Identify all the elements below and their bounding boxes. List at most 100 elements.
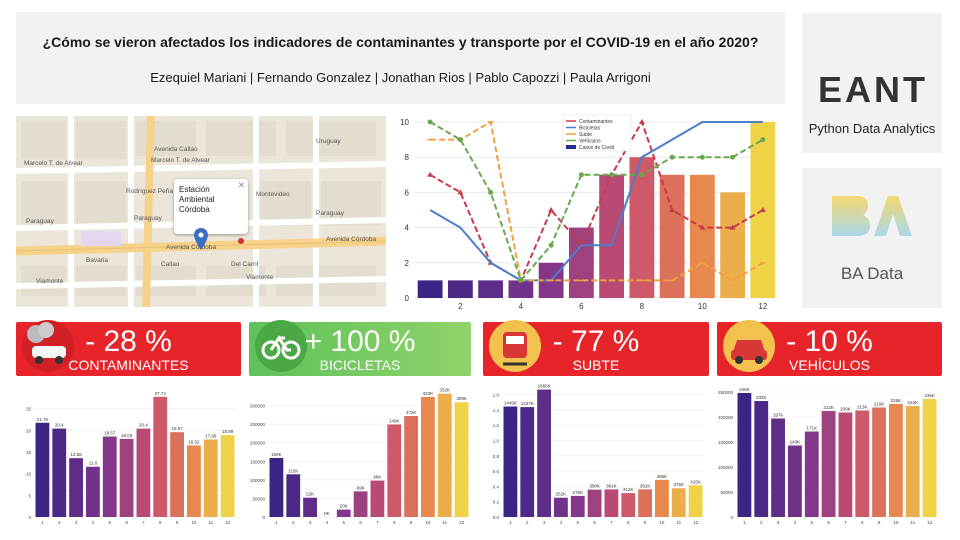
bar-value-label: 376K [673, 482, 684, 487]
bar-value-label: 362K [640, 483, 651, 488]
bar-value-label: 16.52 [188, 439, 200, 444]
bar-value-label: 209K [840, 407, 851, 412]
series-point [729, 224, 736, 230]
y-tick-label: 200000 [250, 441, 266, 446]
bar-value-label: 1437K [521, 401, 534, 406]
y-tick-label: 0.4 [493, 484, 500, 489]
bar-value-label: 212K [823, 405, 834, 410]
x-tick-label: 3 [543, 520, 546, 525]
street-label: Paraguay [134, 215, 162, 222]
x-tick-label: 12 [693, 520, 699, 525]
popup-line: Córdoba [179, 205, 210, 214]
x-tick-label: 10 [191, 520, 197, 525]
street-label: Avenida Córdoba [326, 236, 377, 243]
x-tick-label: 9 [644, 520, 647, 525]
authors-line: Ezequiel Mariani | Fernando Gonzalez | J… [150, 70, 651, 85]
x-tick-label: 6 [579, 302, 584, 311]
bar [537, 389, 551, 517]
street-label: Avenida Callao [154, 146, 198, 153]
x-tick-label: 4 [560, 520, 563, 525]
map-pin-icon[interactable] [194, 228, 208, 250]
covid-bar [508, 280, 534, 298]
bar [671, 488, 686, 517]
bar-value-label: 197K [773, 413, 784, 418]
banner-percent: + 100 % [304, 325, 416, 358]
banner-vehiculos: - 10 % VEHÍCULOS [717, 320, 942, 376]
eant-caption: Python Data Analytics [808, 121, 936, 136]
x-tick-label: 11 [208, 520, 213, 525]
bar [303, 497, 317, 517]
series-point [427, 171, 434, 177]
bar [336, 509, 351, 517]
y-tick-label: 0 [262, 515, 265, 520]
legend-label: Vehículos [579, 139, 601, 145]
x-tick-label: 10 [698, 302, 707, 311]
bar-value-label: 143K [790, 440, 801, 445]
x-tick-label: 2 [760, 520, 763, 525]
y-tick-label: 2 [405, 259, 410, 268]
x-tick-label: 5 [108, 520, 111, 525]
x-tick-label: 1 [509, 520, 512, 525]
y-tick-label: 0 [730, 515, 733, 520]
bar [404, 415, 418, 517]
street-label: Marcelo T. de Alvear [24, 160, 83, 167]
bar-value-label: 17.89 [205, 433, 217, 438]
y-tick-label: 150000 [250, 459, 266, 464]
bar [754, 401, 769, 517]
x-tick-label: 1 [743, 520, 746, 525]
bar-value-label: 13.58 [70, 452, 82, 457]
banner-label: BICICLETAS [319, 357, 401, 373]
bar [86, 466, 100, 517]
banner-label: SUBTE [572, 357, 620, 373]
series-line [430, 120, 764, 282]
series-point [760, 137, 766, 143]
x-tick-label: 8 [640, 302, 645, 311]
bar-value-label: 222K [907, 400, 918, 405]
x-tick-label: 10 [425, 520, 431, 525]
bar-value-label: 69K [357, 485, 365, 490]
bar-value-label: 415K [690, 479, 701, 484]
x-tick-label: 12 [758, 302, 767, 311]
bar [804, 431, 819, 517]
station-map[interactable]: Marcelo T. de Alvear Marcelo T. de Alvea… [16, 116, 386, 307]
banner-contaminantes: - 28 % CONTAMINANTES [16, 320, 241, 376]
contaminantes-bar-chart: 0 5 10 15 20 25 21.75 1 20.4 2 13.58 3 11.6 4 18.57 5 18… [26, 391, 236, 525]
bar-value-label: 21.75 [37, 417, 49, 422]
bar-value-label: 323K [423, 391, 434, 396]
ba-data-caption: BA Data [840, 264, 904, 283]
y-tick-label: 6 [405, 188, 410, 197]
x-tick-label: 5 [342, 520, 345, 525]
y-tick-label: 10 [400, 118, 409, 127]
street-label: Marcelo T. de Alvear [151, 157, 210, 164]
close-icon[interactable]: ✕ [237, 180, 245, 190]
y-tick-label: 0 [405, 294, 410, 303]
bar-value-label: 486K [657, 474, 668, 479]
bar [102, 436, 117, 517]
bar-value-label: 0K [324, 511, 330, 516]
series-line [429, 121, 764, 283]
y-tick-label: 8 [405, 153, 410, 162]
bar-value-label: 18.57 [104, 431, 116, 436]
bar [855, 410, 870, 517]
series-line [429, 121, 763, 282]
bar-value-label: 20.4 [55, 423, 64, 428]
series-point [699, 154, 705, 160]
bar-value-label: 358K [589, 484, 600, 489]
x-tick-label: 8 [393, 520, 396, 525]
series-point [548, 242, 554, 248]
x-tick-label: 7 [376, 520, 379, 525]
y-tick-label: 5 [28, 493, 31, 498]
x-tick-label: 7 [610, 520, 613, 525]
x-tick-label: 5 [810, 520, 813, 525]
x-tick-label: 11 [910, 520, 915, 525]
bar [788, 445, 802, 517]
x-tick-label: 7 [142, 520, 145, 525]
banner-percent: - 10 % [786, 325, 873, 358]
bar [119, 438, 134, 517]
series-point [730, 154, 736, 160]
x-tick-label: 4 [326, 520, 329, 525]
bar [353, 491, 368, 517]
banner-label: CONTAMINANTES [68, 357, 189, 373]
bar-value-label: 98K [373, 475, 381, 480]
x-tick-label: 10 [893, 520, 899, 525]
